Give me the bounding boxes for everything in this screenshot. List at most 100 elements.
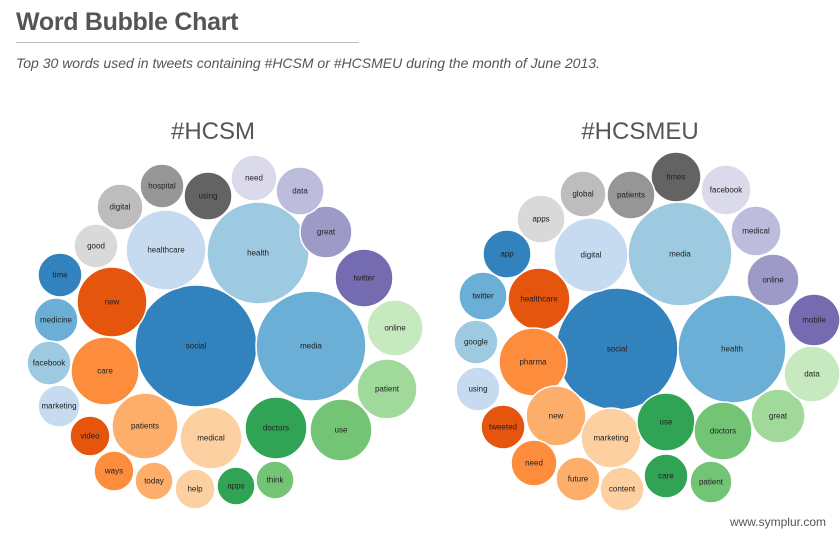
bubble-label-future: future — [568, 475, 589, 484]
bubble-help — [174, 468, 216, 510]
bubble-medical — [730, 205, 782, 257]
bubble-tweeted — [480, 404, 526, 450]
bubble-content — [599, 466, 645, 512]
bubble-times — [650, 151, 702, 203]
bubble-need — [230, 154, 278, 202]
bubble-label-patients: patients — [617, 191, 645, 200]
bubble-label-good: good — [87, 242, 105, 251]
bubble-label-data: data — [804, 370, 820, 379]
bubble-label-apps: apps — [532, 215, 549, 224]
bubble-label-online: online — [762, 276, 784, 285]
bubble-label-social: social — [186, 342, 207, 351]
bubble-video — [69, 415, 111, 457]
bubble-group-hcsm: social media health healthcare new care patien… — [26, 154, 424, 510]
bubble-digital — [553, 217, 629, 293]
bubble-label-doctors: doctors — [263, 424, 289, 433]
bubble-doctors — [693, 401, 753, 461]
bubble-label-healthcare: healthcare — [520, 295, 558, 304]
bubble-label-social: social — [607, 345, 628, 354]
bubble-label-medical: medical — [742, 227, 770, 236]
bubble-app — [482, 229, 532, 279]
bubble-great — [299, 205, 353, 259]
bubble-label-google: google — [464, 338, 489, 347]
bubble-facebook — [26, 340, 72, 386]
bubble-twitter — [458, 271, 508, 321]
page-title: Word Bubble Chart — [16, 8, 239, 36]
bubble-label-times: times — [666, 173, 685, 182]
bubble-label-marketing: marketing — [41, 402, 76, 411]
bubble-label-today: today — [144, 477, 164, 486]
bubble-label-use: use — [660, 418, 673, 427]
bubble-label-content: content — [609, 485, 636, 494]
bubble-label-facebook: facebook — [33, 359, 66, 368]
bubble-label-patient: patient — [375, 385, 400, 394]
bubble-using — [183, 171, 233, 221]
bubble-twitter — [334, 248, 394, 308]
bubble-label-hospital: hospital — [148, 182, 176, 191]
bubble-online — [366, 299, 424, 357]
bubble-new — [525, 385, 587, 447]
bubble-digital — [96, 183, 144, 231]
bubble-label-think: think — [267, 476, 285, 485]
bubble-label-apps: apps — [227, 482, 244, 491]
bubble-label-data: data — [292, 187, 308, 196]
bubble-label-online: online — [384, 324, 406, 333]
bubble-label-media: media — [669, 250, 691, 259]
bubble-ways — [93, 450, 135, 492]
bubble-marketing — [37, 384, 81, 428]
bubble-hospital — [139, 163, 185, 209]
bubble-label-using: using — [198, 192, 217, 201]
bubble-label-use: use — [335, 426, 348, 435]
bubble-care — [643, 453, 689, 499]
bubble-label-care: care — [658, 472, 674, 481]
bubble-label-digital: digital — [110, 203, 131, 212]
bubble-patients — [606, 170, 656, 220]
bubble-facebook — [700, 164, 752, 216]
bubble-media — [255, 290, 367, 402]
bubble-label-ways: ways — [104, 467, 123, 476]
bubble-label-patient: patient — [699, 478, 724, 487]
bubble-label-health: health — [247, 249, 269, 258]
bubble-label-twitter: twitter — [353, 274, 375, 283]
bubble-patient — [689, 460, 733, 504]
bubble-label-doctors: doctors — [710, 427, 736, 436]
bubble-label-digital: digital — [581, 251, 602, 260]
bubble-medical — [179, 406, 243, 470]
bubble-label-facebook: facebook — [710, 186, 743, 195]
title-divider — [16, 42, 359, 43]
bubble-healthcare — [125, 209, 207, 291]
bubble-label-marketing: marketing — [593, 434, 628, 443]
bubble-time — [37, 252, 83, 298]
bubble-google — [453, 319, 499, 365]
bubble-future — [555, 456, 601, 502]
bubble-label-tweeted: tweeted — [489, 423, 517, 432]
bubble-label-patients: patients — [131, 422, 159, 431]
bubble-label-health: health — [721, 345, 743, 354]
bubble-label-twitter: twitter — [472, 292, 494, 301]
bubble-global — [559, 170, 607, 218]
bubble-label-help: help — [187, 485, 203, 494]
bubble-label-mobile: mobile — [802, 316, 826, 325]
bubble-label-healthcare: healthcare — [147, 246, 185, 255]
bubble-label-great: great — [769, 412, 788, 421]
bubble-label-care: care — [97, 367, 113, 376]
bubble-apps — [216, 466, 256, 506]
bubble-group-hcsmeu: social health media digital healthcare pharma… — [453, 151, 840, 512]
bubble-need — [510, 439, 558, 487]
bubble-using — [455, 366, 501, 412]
bubble-label-need: need — [245, 174, 263, 183]
bubble-label-using: using — [468, 385, 487, 394]
bubble-doctors — [244, 396, 308, 460]
bubble-great — [750, 388, 806, 444]
bubble-label-time: time — [52, 271, 68, 280]
bubble-label-medical: medical — [197, 434, 225, 443]
bubble-label-great: great — [317, 228, 336, 237]
bubble-good — [73, 223, 119, 269]
chart-title-hcsmeu: #HCSMEU — [581, 118, 698, 145]
bubble-today — [134, 461, 174, 501]
bubble-label-media: media — [300, 342, 322, 351]
bubble-apps — [516, 194, 566, 244]
bubble-label-global: global — [572, 190, 594, 199]
chart-title-hcsm: #HCSM — [171, 118, 255, 145]
bubble-patients — [111, 392, 179, 460]
